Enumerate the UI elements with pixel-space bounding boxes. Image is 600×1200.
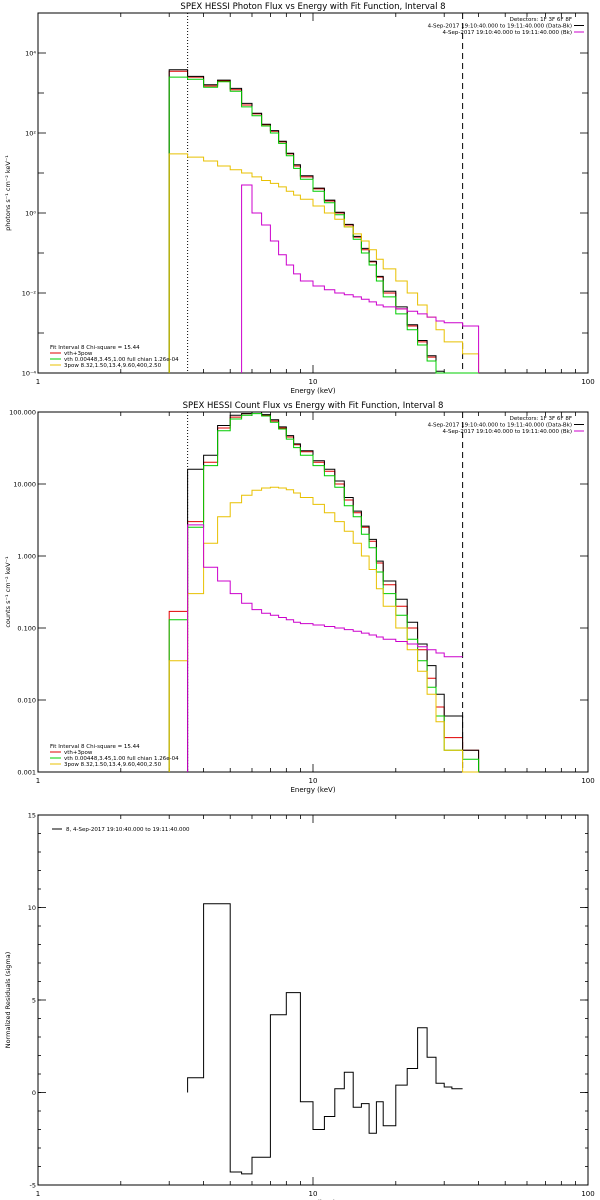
y-tick-label: -5 [30, 1182, 36, 1190]
y-tick-label: 10⁴ [25, 50, 36, 58]
series-thermal-line [168, 76, 479, 374]
series-bk-line [241, 184, 480, 373]
x-tick-label: 10 [309, 777, 318, 785]
legend-bottom-entry: 3pow 8.32,1.50,13.4,9.60,400,2.50 [64, 363, 162, 369]
y-tick-label: 0 [32, 1089, 36, 1097]
legend-bottom-entry: vth+3pow [64, 750, 93, 756]
legend-bottom-entry: vth+3pow [64, 351, 93, 357]
x-tick-label: 10 [309, 1190, 318, 1198]
y-tick-label: 10⁻² [22, 290, 37, 298]
x-tick-label: 10 [309, 378, 318, 386]
series-thick-line [168, 486, 479, 773]
legend-top-entry: 4-Sep-2017 19:10:40.000 to 19:11:40.000 … [443, 30, 573, 36]
series-total-line [168, 411, 480, 772]
legend-bottom-entry: 3pow 8.32,1.50,13.4,9.60,400,2.50 [64, 762, 162, 768]
legend-top-entry: 4-Sep-2017 19:10:40.000 to 19:11:40.000 … [428, 423, 572, 429]
legend-bottom-entry: vth 0.00448,3.45,1.00 full chian 1.26e-0… [64, 756, 179, 762]
series-data-line [187, 411, 480, 772]
series-thick-line [168, 153, 480, 373]
y-tick-label: 0.010 [17, 697, 36, 705]
x-tick-label: 100 [581, 1190, 594, 1198]
y-tick-label: 0.001 [17, 769, 36, 777]
legend-bottom-entry: vth 0.00448,3.45,1.00 full chian 1.26e-0… [64, 357, 179, 363]
legend-top-entry: 4-Sep-2017 19:10:40.000 to 19:11:40.000 … [443, 429, 573, 435]
y-axis-label: Normalized Residuals (sigma) [4, 952, 12, 1049]
y-tick-label: 0.100 [17, 625, 36, 633]
legend-top-entry: 4-Sep-2017 19:10:40.000 to 19:11:40.000 … [428, 24, 572, 30]
y-tick-label: 5 [32, 997, 36, 1005]
legend-top-entry: Detectors: 1F 3F 6F 8F [510, 17, 572, 23]
x-axis-label: Energy (keV) [290, 786, 335, 794]
series-total-line [168, 70, 479, 374]
chart-title: SPEX HESSI Count Flux vs Energy with Fit… [183, 401, 444, 411]
y-tick-label: 10² [25, 130, 36, 138]
x-tick-label: 100 [581, 777, 594, 785]
series-thermal-line [168, 413, 480, 772]
legend-bottom-header: Fit Interval 8 Chi-square = 15.44 [50, 744, 140, 750]
plot-frame [37, 12, 589, 374]
y-tick-label: 10⁰ [25, 210, 36, 218]
y-axis-label: counts s⁻¹ cm⁻² keV⁻¹ [4, 556, 12, 628]
x-tick-label: 100 [581, 378, 594, 386]
legend-residual-entry: 8, 4-Sep-2017 19:10:40.000 to 19:11:40.0… [66, 827, 190, 833]
series-data-line [168, 69, 479, 374]
x-axis-label: Energy (keV) [290, 387, 335, 395]
legend-top-entry: Detectors: 1F 3F 6F 8F [510, 416, 572, 422]
y-tick-label: 1.000 [17, 553, 36, 561]
x-tick-label: 1 [36, 1190, 40, 1198]
y-axis-label: photons s⁻¹ cm⁻² keV⁻¹ [4, 155, 12, 231]
x-tick-label: 1 [36, 777, 40, 785]
chart-title: SPEX HESSI Photon Flux vs Energy with Fi… [180, 2, 445, 12]
series-data-line [187, 903, 463, 1175]
legend-bottom-header: Fit Interval 8 Chi-square = 15.44 [50, 345, 140, 351]
y-tick-label: 10⁻⁴ [22, 370, 37, 378]
chart-panel-1: SPEX HESSI Photon Flux vs Energy with Fi… [4, 2, 595, 395]
y-tick-label: 10 [28, 904, 36, 912]
chart-panel-2: SPEX HESSI Count Flux vs Energy with Fit… [4, 401, 595, 794]
y-tick-label: 15 [28, 812, 36, 820]
y-tick-label: 100.000 [9, 409, 36, 417]
x-tick-label: 1 [36, 378, 40, 386]
y-tick-label: 10.000 [13, 481, 36, 489]
series-bk-line [187, 524, 463, 772]
